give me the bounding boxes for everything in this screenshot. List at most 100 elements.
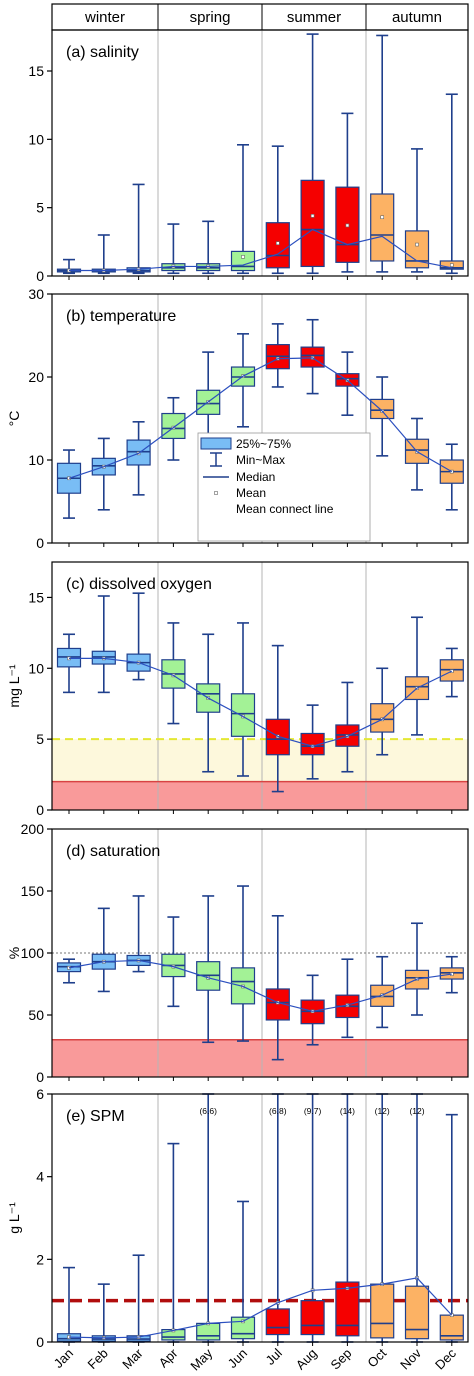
box-Oct [370,1093,395,1343]
box-Jan [56,1266,82,1343]
box-iqr [370,398,395,420]
box-May [196,1093,221,1343]
y-tick-label: 0 [36,802,44,818]
box-iqr [265,988,290,1021]
legend-box-label: 25%~75% [236,437,291,451]
y-tick-label: 10 [28,452,44,468]
box-Dec [439,647,464,698]
box-iqr [300,179,325,268]
y-tick-label: 20 [28,369,44,385]
panel-saturation: 0 50 100 150 200 (d) saturation% [6,821,469,1085]
threshold-band [52,781,468,810]
y-tick-label: 0 [36,1334,44,1350]
panel-frame [51,561,469,811]
box-iqr [404,230,430,269]
panel-title: (c) dissolved oxygen [66,576,212,593]
box-May [196,220,221,275]
panel-frame [51,1093,469,1343]
x-tick-label-May: May [187,1345,215,1373]
box-Oct [370,667,395,756]
box-Nov [404,922,430,1016]
mean-connect-line [69,657,453,747]
box-Feb [91,595,116,694]
box-Jan [56,958,82,984]
y-tick-label: 150 [21,883,45,899]
box-iqr [404,1285,430,1340]
season-label-summer: summer [287,9,341,26]
y-tick-label: 200 [21,821,45,837]
threshold-band [52,1039,468,1077]
box-Aug [300,318,325,395]
panel-title: (e) SPM [66,1108,125,1125]
y-tick-label: 4 [36,1169,44,1185]
y-axis-label: °C [6,411,22,427]
box-Dec [439,955,464,994]
panel-frame [51,29,469,277]
y-axis-label: % [6,947,22,959]
box-Dec [439,1113,464,1343]
box-Aug [300,704,325,780]
season-header-frame [51,3,469,31]
box-Jun [230,333,256,428]
panel-title: (a) salinity [66,44,139,61]
y-tick-label: 5 [36,731,44,747]
max-annotation-Aug: (9.7) [304,1106,322,1116]
box-Apr [161,622,186,725]
box-May [196,351,221,443]
box-Feb [91,437,116,511]
y-tick-label: 30 [28,286,44,302]
season-header: winter spring summer autumn [51,3,469,31]
box-mean-marker [449,263,454,267]
x-tick-label-Apr: Apr [156,1345,181,1370]
x-tick-label-Dec: Dec [432,1345,459,1372]
season-label-winter: winter [84,9,125,26]
box-Jun [230,622,256,777]
box-iqr [230,250,256,272]
max-annotation-Sep: (14) [340,1106,355,1116]
box-mean-marker [415,242,419,247]
box-mean-marker [380,215,385,220]
x-tick-label-Aug: Aug [293,1346,320,1373]
box-Dec [439,443,464,511]
legend-frame [197,432,371,542]
box-Aug [300,1093,325,1343]
box-Jun [230,885,256,1042]
x-tick-label-Mar: Mar [119,1345,146,1372]
x-tick-label-Jan: Jan [51,1346,76,1371]
y-tick-label: 5 [36,200,44,216]
box-iqr [335,1281,360,1337]
y-tick-label: 15 [28,589,44,605]
y-tick-label: 0 [36,268,44,284]
y-tick-label: 10 [28,660,44,676]
box-Mar [126,592,151,681]
panel-title: (b) temperature [66,308,176,325]
season-label-autumn: autumn [392,9,442,26]
season-label-spring: spring [190,9,231,26]
mean-connect-line [69,228,452,272]
box-Nov [404,148,430,273]
box-Feb [91,234,116,275]
y-tick-label: 15 [28,63,44,79]
box-iqr [370,193,395,262]
box-mean-marker [241,255,245,259]
mean-connect-line [68,1277,453,1339]
y-tick-label: 100 [21,945,45,961]
box-Jan [56,449,82,519]
box-mean-marker [310,214,315,218]
box-Jul [265,914,290,1061]
legend-mean-label: Mean [236,486,266,500]
box-Jan [56,258,82,275]
box-Sep [335,681,360,773]
box-mean-marker [275,241,280,245]
box-Mar [126,1254,151,1343]
legend-mean-line-label: Mean connect line [236,502,334,516]
box-Nov [404,417,430,491]
box-Jul [265,145,290,275]
panel-title: (d) saturation [66,843,160,860]
box-Apr [161,916,186,1008]
y-axis-label: mg L⁻¹ [6,664,22,708]
x-tick-label-Jul: Jul [263,1345,285,1367]
x-tick-label-Oct: Oct [364,1345,389,1370]
y-tick-label: 50 [28,1007,44,1023]
